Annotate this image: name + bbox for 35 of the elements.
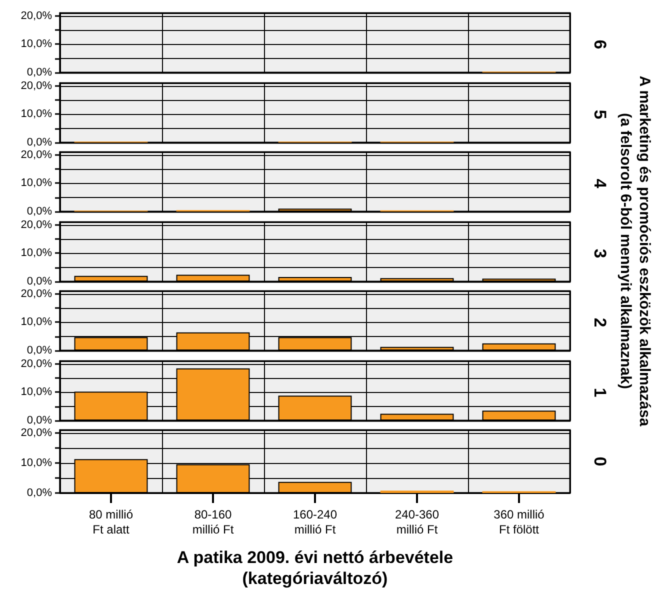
y2-axis-title: 5 [590, 109, 610, 119]
y-tick-label: 0,0% [26, 275, 52, 287]
text: A marketing és promóciós eszközök alkalmazása (a felsorolt 6-ból mennyit alkalmaznak) [616, 74, 654, 428]
y-tick-label: 10,0% [20, 386, 52, 398]
y-tick-label: 20,0% [20, 288, 52, 300]
y2-axis-title: 3 [590, 248, 610, 258]
y-tick-label: 0,0% [26, 66, 52, 78]
x-tick-label: 80 millió Ft alatt [88, 508, 134, 536]
x-tick-label: 240-360 millió Ft [394, 508, 440, 536]
x-axis-title: A patika 2009. évi nettó árbevétele (kategóriaváltozó) [176, 547, 454, 589]
y-tick-label: 0,0% [26, 136, 52, 148]
y2-axis-title: 1 [590, 387, 610, 397]
y-tick-label: 0,0% [26, 206, 52, 218]
y-tick-label: 20,0% [20, 79, 52, 92]
y2-axis-title: 0 [590, 456, 610, 466]
y-tick-label: 10,0% [20, 246, 52, 259]
y-tick-label: 10,0% [20, 108, 52, 120]
y-tick-label: 10,0% [20, 38, 52, 50]
y-tick-label: 20,0% [20, 218, 52, 230]
x-tick-label: 160-240 millió Ft [292, 508, 338, 536]
y-tick-label: 10,0% [20, 457, 52, 469]
y-tick-label: 0,0% [26, 487, 52, 499]
y2-axis-title: 4 [590, 178, 610, 189]
y-tick-label: 0,0% [26, 414, 52, 426]
x-tick-label: 80-160 millió Ft [192, 508, 234, 536]
x-tick-label: 360 millió Ft fölött [494, 508, 545, 536]
y-tick-label: 10,0% [20, 316, 52, 328]
y-tick-label: 0,0% [26, 344, 52, 356]
y-tick-label: 20,0% [20, 148, 52, 161]
y2-axis-title: 6 [590, 40, 610, 50]
y-tick-label: 20,0% [20, 357, 52, 370]
y-tick-label: 10,0% [20, 177, 52, 190]
y-tick-label: 20,0% [20, 427, 52, 439]
y-tick-label: 20,0% [20, 10, 52, 22]
y2-axis-title: 2 [590, 318, 610, 328]
